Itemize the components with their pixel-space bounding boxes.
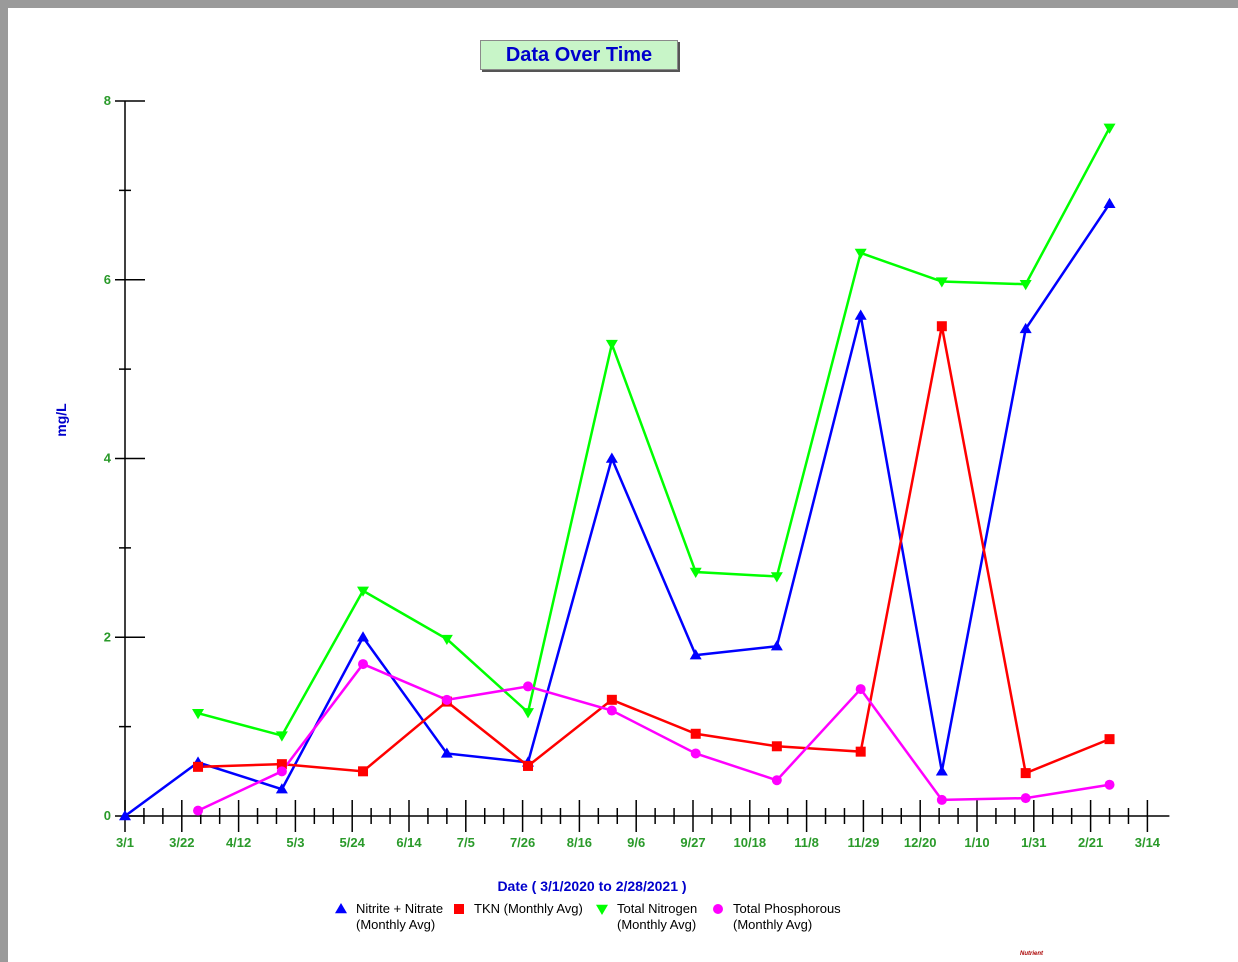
legend-marker: [713, 904, 723, 914]
data-point: [772, 775, 782, 785]
data-point: [855, 310, 867, 320]
legend-marker: [454, 904, 464, 914]
data-point: [1105, 734, 1115, 744]
data-point: [606, 453, 618, 463]
x-tick-label: 11/29: [847, 835, 879, 850]
x-tick-label: 1/10: [964, 835, 989, 850]
legend-label-sub: (Monthly Avg): [356, 917, 435, 932]
y-tick-label: 4: [104, 451, 112, 466]
x-tick-label: 2/21: [1078, 835, 1103, 850]
legend-item: Total Phosphorous(Monthly Avg): [713, 901, 841, 932]
data-point: [771, 640, 783, 650]
data-point: [357, 631, 369, 641]
x-tick-label: 7/5: [457, 835, 475, 850]
y-tick-label: 2: [104, 629, 111, 644]
data-point: [1104, 198, 1116, 208]
x-tick-label: 4/12: [226, 835, 251, 850]
data-point: [523, 681, 533, 691]
x-tick-label: 5/3: [286, 835, 304, 850]
data-point: [607, 706, 617, 716]
y-axis-label: mg/L: [53, 403, 69, 437]
series-line-3: [198, 664, 1110, 811]
data-point: [606, 340, 618, 350]
x-tick-label: 8/16: [567, 835, 592, 850]
y-tick-label: 0: [104, 808, 111, 823]
data-point: [357, 587, 369, 597]
x-tick-label: 7/26: [510, 835, 535, 850]
x-tick-label: 9/6: [627, 835, 645, 850]
data-point: [358, 659, 368, 669]
data-point: [1021, 793, 1031, 803]
data-point: [442, 695, 452, 705]
x-tick-label: 9/27: [680, 835, 705, 850]
data-point: [1105, 780, 1115, 790]
legend-label: TKN (Monthly Avg): [474, 901, 583, 916]
x-tick-label: 3/22: [169, 835, 194, 850]
data-point: [277, 766, 287, 776]
series-line-1: [198, 326, 1110, 773]
data-point: [772, 741, 782, 751]
data-point: [856, 684, 866, 694]
series-line-0: [125, 204, 1110, 816]
x-tick-label: 1/31: [1021, 835, 1046, 850]
x-axis-label: Date ( 3/1/2020 to 2/28/2021 ): [497, 878, 686, 894]
x-tick-label: 12/20: [904, 835, 937, 850]
data-point: [1021, 768, 1031, 778]
data-point: [358, 766, 368, 776]
series-lines: [125, 128, 1110, 816]
x-tick-label: 3/1: [116, 835, 134, 850]
data-point: [607, 695, 617, 705]
legend-item: Total Nitrogen(Monthly Avg): [596, 901, 697, 932]
legend-label-sub: (Monthly Avg): [617, 917, 696, 932]
legend-marker: [335, 903, 347, 913]
data-point: [523, 761, 533, 771]
data-point: [522, 708, 534, 718]
x-tick-label: 3/14: [1135, 835, 1161, 850]
data-point: [936, 765, 948, 775]
data-point: [193, 806, 203, 816]
series-line-2: [198, 128, 1110, 736]
data-point: [937, 795, 947, 805]
data-point: [691, 748, 701, 758]
legend-label: Nitrite + Nitrate: [356, 901, 443, 916]
legend-marker: [596, 905, 608, 915]
y-tick-label: 6: [104, 272, 111, 287]
data-point: [1104, 124, 1116, 134]
data-point: [856, 747, 866, 757]
data-point: [937, 321, 947, 331]
x-tick-label: 10/18: [734, 835, 767, 850]
x-tick-label: 5/24: [340, 835, 366, 850]
legend-item: Nitrite + Nitrate(Monthly Avg): [335, 901, 443, 932]
legend-label-sub: (Monthly Avg): [733, 917, 812, 932]
legend-label: Total Nitrogen: [617, 901, 697, 916]
data-point: [691, 729, 701, 739]
legend-label: Total Phosphorous: [733, 901, 841, 916]
legend: Nitrite + Nitrate(Monthly Avg)TKN (Month…: [335, 901, 841, 932]
chart-axes: 0 2 4 6 8 3/1 3/22 4/12 5/3 5/24 6/14 7/5 7/26 8/16 9/…: [104, 93, 1170, 850]
x-tick-label: 6/14: [396, 835, 422, 850]
data-point: [193, 762, 203, 772]
data-point: [276, 731, 288, 741]
footnote: Nutrient: [1020, 951, 1044, 957]
y-tick-label: 8: [104, 93, 111, 108]
x-tick-label: 11/8: [794, 835, 819, 850]
legend-item: TKN (Monthly Avg): [454, 901, 583, 916]
